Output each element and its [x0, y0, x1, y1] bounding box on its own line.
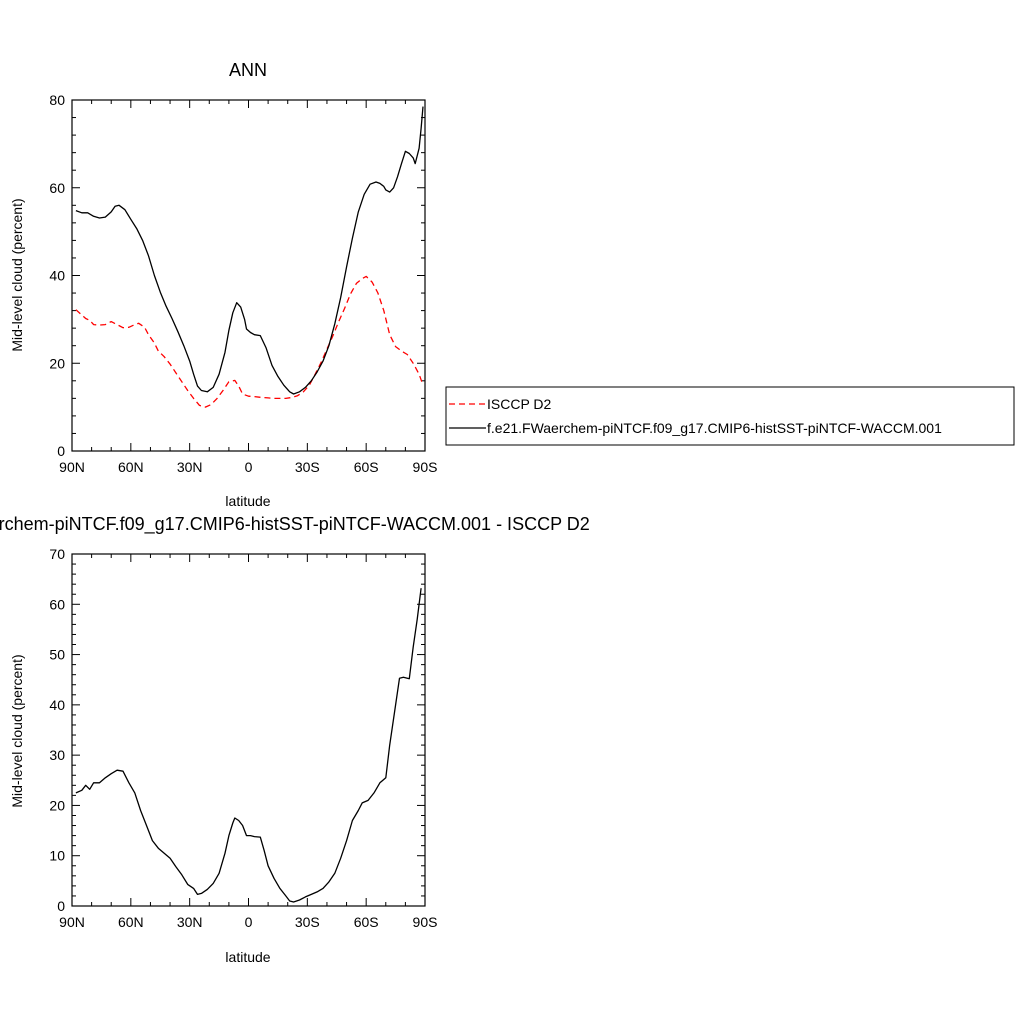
top-chart-title: ANN — [229, 60, 267, 80]
y-tick-label: 10 — [49, 848, 65, 864]
y-tick-label: 0 — [57, 898, 65, 914]
y-tick-label: 60 — [49, 180, 65, 196]
y-tick-label: 20 — [49, 355, 65, 371]
y-tick-label: 40 — [49, 697, 65, 713]
top-series-line-0 — [75, 275, 424, 408]
legend-label-isccp: ISCCP D2 — [487, 396, 552, 412]
x-tick-label: 30S — [295, 459, 320, 475]
x-tick-label: 60S — [354, 459, 379, 475]
top-chart-panel: ANN Mid-level cloud (percent) latitude 9… — [9, 60, 437, 509]
y-tick-label: 30 — [49, 747, 65, 763]
y-tick-label: 80 — [49, 92, 65, 108]
bottom-x-axis-label: latitude — [225, 949, 270, 965]
x-tick-label: 90S — [413, 914, 438, 930]
top-plot-frame — [71, 99, 426, 452]
legend-label-model: f.e21.FWaerchem-piNTCF.f09_g17.CMIP6-his… — [487, 420, 942, 436]
x-tick-label: 0 — [245, 459, 253, 475]
x-tick-label: 30S — [295, 914, 320, 930]
x-tick-label: 30N — [177, 914, 203, 930]
x-tick-label: 60N — [118, 459, 144, 475]
y-tick-label: 60 — [49, 596, 65, 612]
x-tick-label: 90N — [59, 914, 85, 930]
bottom-y-axis-label: Mid-level cloud (percent) — [9, 654, 25, 807]
y-tick-label: 40 — [49, 268, 65, 284]
top-series-line-1 — [75, 106, 424, 395]
bottom-axis-ticks: 90N 60N 30N 0 30S 60S 90S 0 10 20 30 40 50 60 70 — [49, 546, 437, 930]
bottom-plot-frame — [71, 553, 426, 907]
bottom-chart-title: f.e21.FWaerchem-piNTCF.f09_g17.CMIP6-his… — [0, 514, 590, 535]
x-tick-label: 0 — [245, 914, 253, 930]
y-tick-label: 20 — [49, 797, 65, 813]
x-tick-label: 60S — [354, 914, 379, 930]
top-x-axis-label: latitude — [225, 493, 270, 509]
legend-box — [445, 386, 1015, 446]
x-tick-label: 90N — [59, 459, 85, 475]
x-tick-label: 60N — [118, 914, 144, 930]
bottom-series-lines — [75, 588, 422, 903]
top-series-lines — [75, 106, 424, 408]
y-tick-label: 50 — [49, 647, 65, 663]
legend: ISCCP D2 f.e21.FWaerchem-piNTCF.f09_g17.… — [445, 386, 1015, 446]
y-tick-label: 70 — [49, 546, 65, 562]
x-tick-label: 30N — [177, 459, 203, 475]
top-axis-ticks: 90N 60N 30N 0 30S 60S 90S 0 20 40 60 80 — [49, 92, 437, 475]
bottom-chart-panel: f.e21.FWaerchem-piNTCF.f09_g17.CMIP6-his… — [0, 514, 590, 965]
top-y-axis-label: Mid-level cloud (percent) — [9, 198, 25, 351]
bottom-series-line-0 — [75, 588, 422, 903]
x-tick-label: 90S — [413, 459, 438, 475]
y-tick-label: 0 — [57, 443, 65, 459]
